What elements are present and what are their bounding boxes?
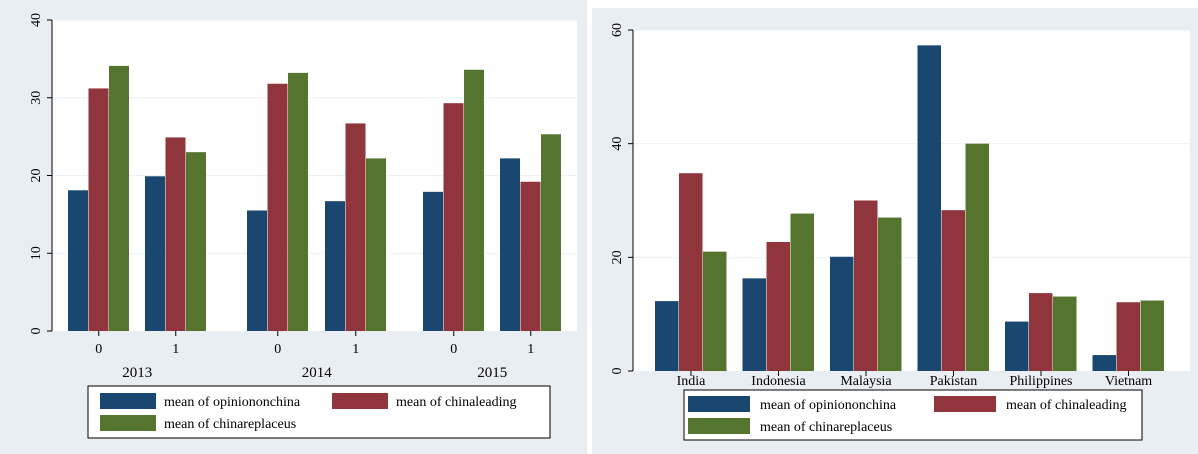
y-tick-label: 20: [610, 250, 625, 264]
x-tick-label: Malaysia: [840, 374, 892, 389]
bar-2015-0-opiniononchina: [423, 191, 443, 331]
bar-2015-1-chinaleading: [520, 181, 541, 331]
legend: mean of opiniononchina mean of chinalead…: [87, 385, 551, 439]
x-tick-label: 0: [450, 342, 457, 357]
legend-box: [87, 385, 551, 439]
bar-2014-0-opiniononchina: [247, 210, 267, 331]
group-label: 2014: [302, 365, 333, 381]
bar-indonesia-chinaleading: [766, 241, 790, 371]
bar-pakistan-chinareplaceus: [965, 143, 989, 371]
bar-malaysia-opiniononchina: [830, 256, 854, 371]
x-tick-label: 1: [527, 342, 534, 357]
bar-india-chinareplaceus: [703, 251, 727, 371]
bar-2013-1-chinaleading: [165, 137, 186, 331]
legend-swatch-chinaleading: [332, 393, 388, 409]
bar-2014-1-chinaleading: [345, 123, 366, 331]
bars: [655, 45, 1164, 371]
grouped-bar-chart-by-year: 0 10 20 30 40 0 1 2013 0 1 2014 0 1 2015 mean of opi…: [29, 13, 577, 439]
bar-2014-0-chinareplaceus: [288, 72, 308, 332]
x-tick-label: 1: [172, 342, 179, 357]
group-label: 2013: [122, 365, 152, 381]
x-tick-label: 0: [274, 342, 281, 357]
bar-2014-1-opiniononchina: [325, 201, 345, 331]
y-axis-ticks: 0 10 20 30 40: [29, 13, 52, 335]
y-tick-label: 20: [29, 169, 44, 183]
legend-label-chinareplaceus: mean of chinareplaceus: [164, 417, 296, 432]
x-tick-label: Philippines: [1009, 374, 1072, 389]
legend-swatch-chinareplaceus: [100, 415, 156, 431]
y-tick-label: 40: [610, 137, 625, 151]
right-chart-panel: 0 20 40 60 India Indonesia Malaysia Pakistan Ph…: [592, 8, 1198, 454]
x-tick-label: 0: [95, 342, 102, 357]
bar-2013-0-chinaleading: [88, 88, 109, 331]
legend-label-opiniononchina: mean of opiniononchina: [164, 395, 301, 410]
y-tick-label: 10: [29, 246, 44, 260]
legend-label-chinareplaceus: mean of chinareplaceus: [760, 420, 892, 435]
bar-2015-0-chinaleading: [443, 103, 464, 331]
bar-malaysia-chinareplaceus: [878, 217, 902, 371]
legend-box: [683, 389, 1143, 441]
legend-label-opiniononchina: mean of opiniononchina: [760, 398, 897, 413]
bar-pakistan-opiniononchina: [917, 45, 941, 371]
x-tick-label: Pakistan: [930, 374, 977, 389]
legend-swatch-opiniononchina: [688, 396, 750, 412]
legend-label-chinaleading: mean of chinaleading: [1006, 398, 1127, 413]
legend: mean of opiniononchina mean of chinalead…: [683, 389, 1143, 441]
y-tick-label: 0: [29, 328, 44, 335]
bar-2015-1-opiniononchina: [500, 158, 520, 331]
x-tick-label: Indonesia: [751, 374, 806, 389]
bar-vietnam-opiniononchina: [1092, 355, 1116, 371]
legend-swatch-chinareplaceus: [688, 418, 750, 434]
bar-philippines-chinaleading: [1029, 293, 1053, 371]
bar-2013-0-chinareplaceus: [109, 65, 129, 331]
x-axis-labels: 0 1 2013 0 1 2014 0 1 2015: [95, 331, 534, 381]
bars: [68, 65, 561, 332]
bar-chart-by-country: 0 20 40 60 India Indonesia Malaysia Pakistan Ph…: [610, 23, 1190, 441]
left-chart-panel: 0 10 20 30 40 0 1 2013 0 1 2014 0 1 2015 mean of opi…: [0, 0, 587, 454]
x-tick-label: 1: [352, 342, 359, 357]
bar-vietnam-chinaleading: [1116, 302, 1140, 371]
bar-2013-1-chinareplaceus: [186, 152, 206, 331]
group-label: 2015: [477, 365, 507, 381]
y-tick-label: 30: [29, 91, 44, 105]
legend-swatch-chinaleading: [934, 396, 996, 412]
x-tick-label: Vietnam: [1105, 374, 1152, 389]
bar-pakistan-chinaleading: [941, 210, 965, 371]
y-tick-label: 40: [29, 13, 44, 27]
gridlines: [52, 19, 577, 254]
x-axis-labels: India Indonesia Malaysia Pakistan Philippine…: [677, 371, 1152, 389]
legend-label-chinaleading: mean of chinaleading: [396, 395, 517, 410]
bar-2014-0-chinaleading: [267, 83, 288, 331]
bar-indonesia-chinareplaceus: [790, 213, 814, 371]
y-tick-label: 0: [610, 368, 625, 375]
bar-2015-0-chinareplaceus: [464, 69, 484, 331]
bar-indonesia-opiniononchina: [742, 278, 766, 371]
y-tick-label: 60: [610, 23, 625, 37]
bar-philippines-chinareplaceus: [1053, 296, 1077, 371]
bar-malaysia-chinaleading: [854, 200, 878, 371]
bar-philippines-opiniononchina: [1005, 321, 1029, 371]
legend-swatch-opiniononchina: [100, 393, 156, 409]
bar-india-chinaleading: [679, 173, 703, 371]
bar-2015-1-chinareplaceus: [541, 134, 561, 331]
bar-2014-1-chinareplaceus: [366, 158, 386, 331]
y-axis-ticks: 0 20 40 60: [610, 23, 633, 375]
bar-vietnam-chinareplaceus: [1140, 300, 1164, 371]
x-tick-label: India: [677, 374, 707, 389]
bar-2013-0-opiniononchina: [68, 190, 88, 331]
bar-2013-1-opiniononchina: [145, 176, 165, 331]
bar-india-opiniononchina: [655, 301, 679, 371]
